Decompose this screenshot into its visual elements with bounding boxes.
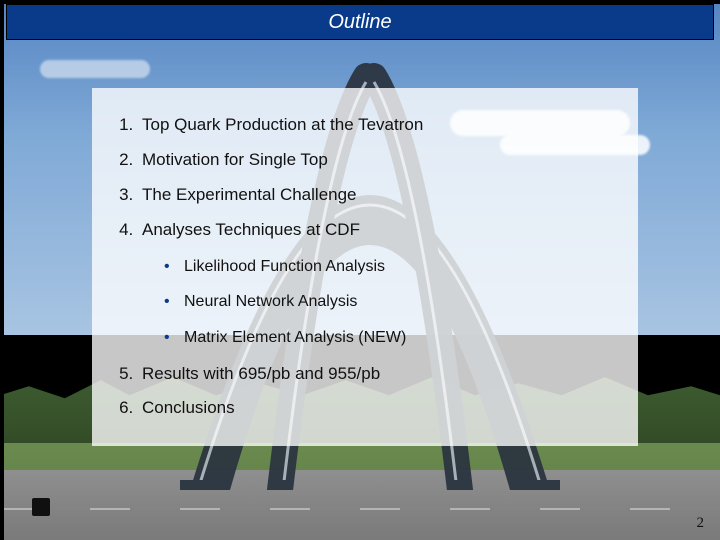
page-number: 2 [697, 515, 705, 532]
footer-mark [32, 498, 50, 516]
sub-list-item-text: Likelihood Function Analysis [184, 258, 385, 275]
sub-list: Likelihood Function Analysis Neural Netw… [142, 256, 620, 349]
sub-list-item: Matrix Element Analysis (NEW) [166, 327, 620, 349]
outline-list: Top Quark Production at the Tevatron Mot… [110, 114, 620, 420]
list-item-text: Top Quark Production at the Tevatron [142, 115, 423, 134]
list-item-text: Motivation for Single Top [142, 150, 328, 169]
list-item: Analyses Techniques at CDF Likelihood Fu… [138, 219, 620, 349]
frame-border-left [0, 0, 4, 540]
list-item-text: Analyses Techniques at CDF [142, 220, 360, 239]
sub-list-item: Likelihood Function Analysis [166, 256, 620, 278]
list-item-text: Results with 695/pb and 955/pb [142, 364, 380, 383]
sub-list-item-text: Matrix Element Analysis (NEW) [184, 329, 406, 346]
list-item: Top Quark Production at the Tevatron [138, 114, 620, 137]
title-bar: Outline [6, 4, 714, 40]
sub-list-item: Neural Network Analysis [166, 291, 620, 313]
list-item: The Experimental Challenge [138, 184, 620, 207]
list-item-text: The Experimental Challenge [142, 185, 357, 204]
bg-cloud [40, 60, 150, 78]
bg-road-line [0, 508, 720, 510]
slide-title: Outline [328, 11, 391, 34]
list-item: Results with 695/pb and 955/pb [138, 363, 620, 386]
content-box: Top Quark Production at the Tevatron Mot… [92, 88, 638, 446]
list-item: Motivation for Single Top [138, 149, 620, 172]
list-item: Conclusions [138, 397, 620, 420]
sub-list-item-text: Neural Network Analysis [184, 293, 357, 310]
list-item-text: Conclusions [142, 398, 235, 417]
